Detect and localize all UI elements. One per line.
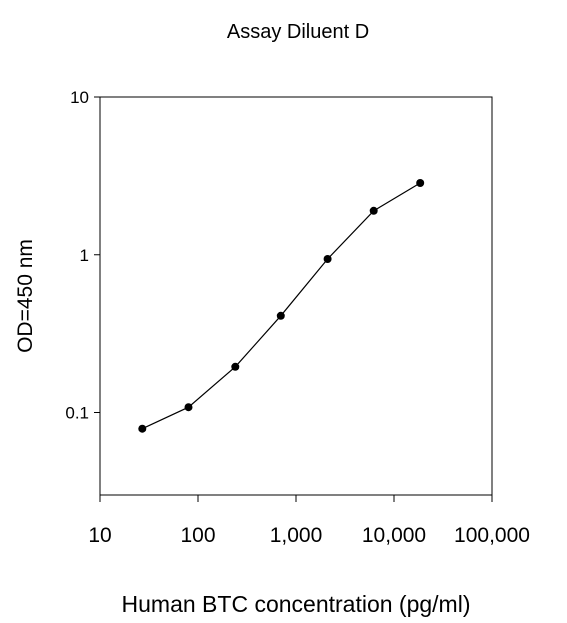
y-tick-label: 1 — [80, 246, 89, 265]
series-line — [142, 182, 421, 430]
chart-title: Assay Diluent D — [227, 21, 369, 43]
x-tick-label: 10,000 — [362, 524, 426, 547]
data-point — [323, 255, 332, 263]
x-tick-label: 100 — [180, 524, 215, 547]
y-axis-ticks: 0.1 1 10 — [65, 88, 100, 423]
y-tick-label: 10 — [70, 88, 89, 107]
data-point — [138, 424, 147, 433]
series-layer — [138, 179, 425, 433]
plot-area-frame — [99, 96, 493, 496]
y-axis-label: OD=450 nm — [14, 239, 37, 353]
x-tick-label: 1,000 — [270, 524, 323, 547]
data-point — [231, 362, 240, 371]
x-axis-label: Human BTC concentration (pg/ml) — [122, 591, 471, 617]
x-axis-ticks: 10 100 1,000 10,000 100,000 — [88, 495, 530, 547]
data-point — [369, 206, 378, 215]
x-tick-label: 10 — [88, 524, 111, 547]
data-point — [276, 311, 285, 320]
y-tick-label: 0.1 — [65, 404, 89, 423]
data-point — [184, 403, 193, 412]
x-tick-label: 100,000 — [454, 524, 530, 547]
data-point — [416, 179, 425, 187]
